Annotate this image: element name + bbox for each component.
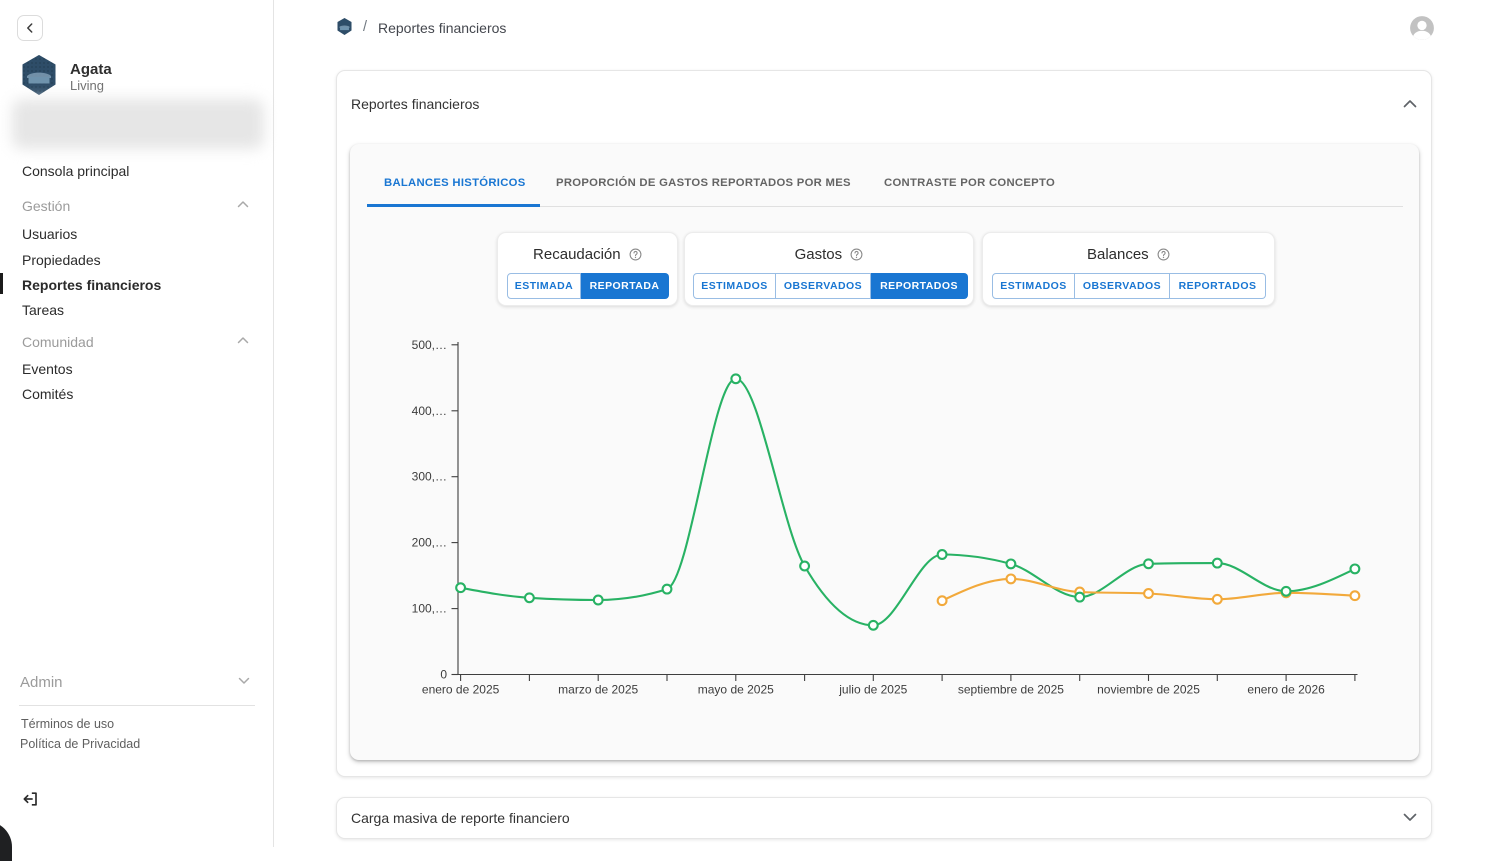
svg-text:100,…: 100,… [412,602,447,616]
svg-text:200,…: 200,… [412,536,447,550]
svg-text:mayo de 2025: mayo de 2025 [698,683,774,697]
svg-text:marzo de 2025: marzo de 2025 [558,683,638,697]
svg-text:julio de 2025: julio de 2025 [838,683,907,697]
svg-text:enero de 2026: enero de 2026 [1247,683,1325,697]
svg-text:400,…: 400,… [412,404,447,418]
svg-text:500,…: 500,… [412,338,447,352]
svg-text:300,…: 300,… [412,470,447,484]
svg-text:septiembre de 2025: septiembre de 2025 [958,683,1064,697]
svg-text:noviembre de 2025: noviembre de 2025 [1097,683,1200,697]
svg-text:0: 0 [440,668,447,682]
svg-text:enero de 2025: enero de 2025 [422,683,500,697]
